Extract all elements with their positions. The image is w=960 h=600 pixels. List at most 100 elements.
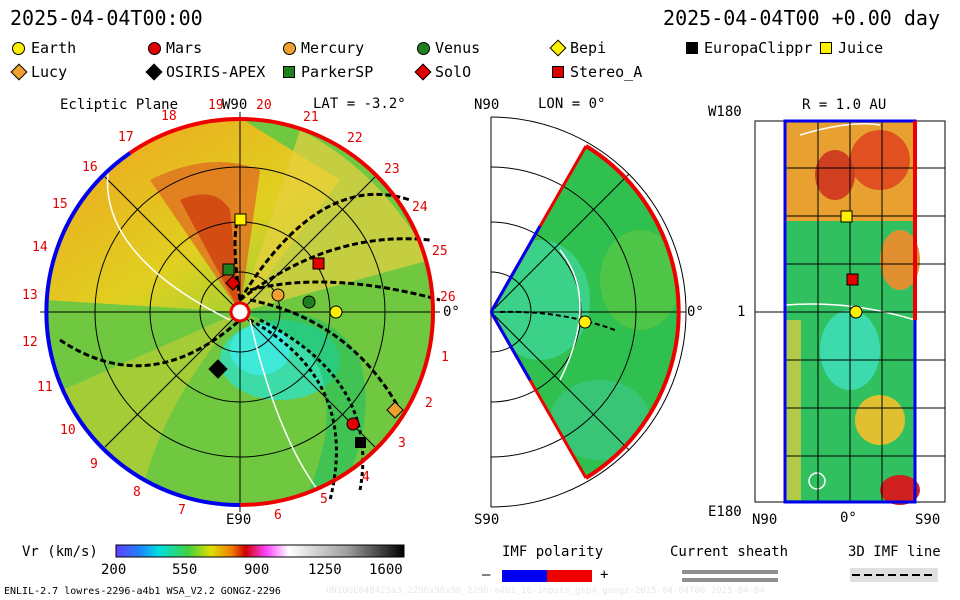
ecliptic-boundary-negative — [44, 151, 241, 508]
earth-marker-icon — [12, 42, 25, 55]
carrington-label: 13 — [22, 288, 38, 303]
carrington-label: 18 — [161, 109, 177, 124]
legend-solo: SolO — [435, 63, 472, 81]
europaclipper-marker-icon — [686, 42, 698, 54]
carrington-label: 19 — [208, 98, 224, 113]
carrington-labels: 1 2 3 4 5 6 7 8 9 10 11 12 13 14 15 16 1… — [22, 98, 456, 523]
current-sheath-swatch — [682, 570, 778, 574]
current-sheath-label: Current sheath — [670, 544, 789, 560]
carrington-label: 21 — [303, 110, 319, 125]
carrington-label: 17 — [118, 130, 134, 145]
carrington-label: 10 — [60, 423, 76, 438]
colorbar-tick: 550 — [172, 562, 198, 578]
header-right-time: 2025-04-04T00 +0.00 day — [663, 6, 940, 30]
colorbar-tick: 200 — [101, 562, 127, 578]
carrington-label: 6 — [274, 508, 282, 523]
legend-europaclipper: EuropaClippr — [704, 39, 813, 57]
carrington-label: 1 — [441, 350, 449, 365]
carrington-label: 7 — [178, 503, 186, 518]
carrington-label: 8 — [133, 485, 141, 500]
colorbar-tick: 1600 — [369, 562, 403, 578]
carrington-label: 4 — [362, 470, 370, 485]
meridional-top-label: N90 — [474, 97, 500, 113]
ecliptic-lat-label: LAT = -3.2° — [313, 96, 406, 112]
carrington-label: 11 — [37, 380, 53, 395]
r1au-map-plot — [754, 119, 946, 505]
earth-marker — [329, 305, 343, 319]
meridional-bottom-label: S90 — [474, 512, 500, 528]
ecliptic-bottom-label: E90 — [226, 512, 252, 528]
map-earth-marker — [849, 305, 863, 319]
mars-marker-icon — [148, 42, 161, 55]
footer-left: ENLIL-2.7 lowres-2296-a4b1 WSA_V2.2 GONG… — [4, 586, 281, 597]
carrington-label: 5 — [320, 492, 328, 507]
juice-marker-icon — [820, 42, 832, 54]
meridional-plot — [489, 116, 687, 508]
carrington-label: 26 — [440, 290, 456, 305]
legend-earth: Earth — [31, 39, 77, 57]
ecliptic-zero-label: 0° — [443, 304, 460, 320]
ecliptic-boundary-positive — [239, 117, 435, 507]
colorbar-label: Vr (km/s) — [22, 544, 98, 560]
lucy-marker — [386, 401, 404, 419]
imf-polarity-label: IMF polarity — [502, 544, 604, 560]
map-title: R = 1.0 AU — [802, 97, 887, 113]
map-juice-marker — [840, 210, 853, 223]
legend-venus: Venus — [435, 39, 481, 57]
vr-colorbar — [115, 544, 405, 558]
carrington-label: 15 — [52, 197, 68, 212]
legend-lucy: Lucy — [31, 63, 68, 81]
imf-plus-label: + — [600, 567, 609, 583]
legend-parkersp: ParkerSP — [301, 63, 374, 81]
meridional-lon-label: LON = 0° — [538, 96, 606, 112]
mercury-marker — [271, 288, 285, 302]
imf-negative-swatch — [502, 570, 547, 582]
juice-marker — [234, 213, 247, 226]
legend-mars: Mars — [166, 39, 203, 57]
map-mid-left-label: 1 — [737, 304, 746, 320]
stereo-a-marker — [312, 257, 325, 270]
imf-minus-label: – — [482, 567, 491, 583]
legend-bepi: Bepi — [570, 39, 607, 57]
legend-juice: Juice — [838, 39, 884, 57]
carrington-label: 24 — [412, 200, 428, 215]
legend-osiris-apex: OSIRIS-APEX — [166, 63, 266, 81]
ecliptic-top-label: W90 — [222, 97, 248, 113]
carrington-label: 23 — [384, 162, 400, 177]
map-bottom-left-label: E180 — [708, 504, 742, 520]
imf-positive-swatch — [547, 570, 592, 582]
meridional-zero-label: 0° — [687, 304, 704, 320]
carrington-label: 14 — [32, 240, 48, 255]
map-x-label-s90: S90 — [915, 512, 941, 528]
colorbar-tick: 900 — [244, 562, 270, 578]
sun-icon — [229, 301, 251, 323]
carrington-label: 25 — [432, 244, 448, 259]
ecliptic-sheath-lines — [59, 192, 441, 501]
legend-stereo-a: Stereo_A — [570, 63, 643, 81]
ecliptic-title: Ecliptic Plane — [60, 97, 179, 113]
meridional-earth-marker — [578, 315, 592, 329]
header-left-time: 2025-04-04T00:00 — [10, 6, 203, 30]
parkersp-marker — [222, 263, 235, 276]
venus-marker-icon — [417, 42, 430, 55]
carrington-label: 2 — [425, 396, 433, 411]
carrington-label: 12 — [22, 335, 38, 350]
solo-marker — [225, 275, 241, 291]
map-stereo-a-marker — [846, 273, 859, 286]
legend-mercury: Mercury — [301, 39, 365, 57]
mercury-marker-icon — [283, 42, 296, 55]
map-x-label-zero: 0° — [840, 510, 857, 526]
parkersp-marker-icon — [283, 66, 295, 78]
osiris-apex-marker — [208, 359, 228, 379]
footer-right: UNIQUE040425a3_2296x90x90_2296-a4b1_16-i… — [326, 586, 765, 596]
carrington-label: 22 — [347, 131, 363, 146]
mars-marker — [346, 417, 360, 431]
colorbar-tick: 1250 — [308, 562, 342, 578]
europaclipper-marker — [355, 437, 366, 448]
imf-3d-line-label: 3D IMF line — [848, 544, 941, 560]
stereo-a-marker-icon — [552, 66, 564, 78]
map-x-label-n90: N90 — [752, 512, 778, 528]
venus-marker — [302, 295, 316, 309]
carrington-label: 3 — [398, 436, 406, 451]
